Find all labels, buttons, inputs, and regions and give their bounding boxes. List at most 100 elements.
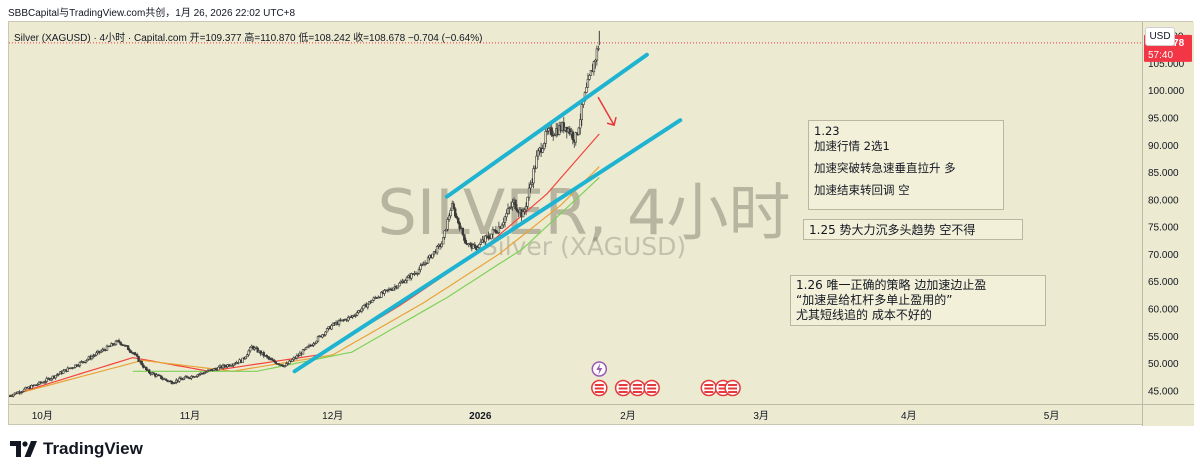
price-tick-label: 45.000 — [1148, 386, 1179, 397]
footer-brand[interactable]: TradingView — [10, 439, 143, 459]
candle-body — [514, 199, 517, 210]
us-flag-stripe — [632, 384, 642, 386]
candle-body — [461, 227, 464, 235]
candle-body — [21, 390, 24, 393]
candle-body — [595, 48, 599, 61]
candle-body — [589, 70, 593, 76]
candle-body — [295, 355, 299, 359]
candle-body — [310, 345, 314, 347]
candle-body — [283, 365, 287, 367]
candle-body — [105, 345, 109, 351]
candle-body — [274, 361, 277, 364]
candle-body — [453, 208, 457, 217]
candle-body — [444, 228, 448, 232]
candle-body — [128, 349, 131, 352]
candle-body — [497, 226, 501, 234]
us-flag-stripe — [704, 387, 714, 390]
tradingview-logo-icon — [10, 441, 37, 457]
candle-body — [542, 143, 546, 150]
candle-body — [416, 272, 419, 275]
candle-body — [170, 381, 173, 384]
us-flag-stripe — [718, 387, 728, 390]
candle-body — [241, 357, 244, 363]
candle-body — [592, 61, 596, 73]
note-line: 尤其短线追的 成本不好的 — [796, 308, 932, 322]
candle-body — [325, 328, 329, 333]
us-flag-stripe — [594, 391, 604, 393]
candle-body — [354, 314, 357, 317]
candle-body — [527, 187, 531, 198]
note-line: 1.26 唯一正确的策略 边加速边止盈 — [796, 278, 987, 292]
candle-body — [463, 234, 466, 241]
candle-body — [580, 104, 584, 120]
candle-body — [574, 132, 578, 143]
watermark-title: SILVER, 4小时 — [378, 176, 791, 249]
candle-body — [449, 210, 452, 217]
candle-body — [426, 257, 430, 264]
time-tick-label: 2026 — [469, 411, 492, 422]
candle-body — [506, 208, 510, 214]
chart-attribution: SBBCapital与TradingView.com共创，1月 26, 2026… — [8, 8, 296, 19]
currency-button[interactable]: USD — [1145, 27, 1175, 46]
candle-body — [435, 246, 439, 254]
candle-body — [10, 395, 14, 397]
low-value: 低=108.242 — [298, 33, 351, 44]
candle-body — [291, 359, 294, 362]
candle-body — [36, 384, 39, 386]
channel-trendline-2 — [292, 118, 683, 374]
us-flag-stripe — [647, 391, 657, 393]
candle-body — [42, 382, 45, 384]
candle-body — [511, 201, 514, 208]
candle-body — [316, 336, 320, 342]
candle-body — [54, 375, 57, 379]
candle-body — [443, 230, 446, 238]
candle-body — [49, 378, 53, 381]
us-flag-stripe — [632, 387, 642, 390]
time-tick-label: 3月 — [753, 410, 769, 422]
candle-body — [304, 347, 308, 350]
candle-body — [256, 347, 259, 353]
moving-average-line-3 — [132, 177, 600, 372]
candle-body — [321, 334, 324, 338]
open-value: 开=109.377 — [189, 33, 242, 44]
candle-body — [114, 340, 118, 345]
candle-body — [72, 367, 76, 369]
candle-body — [306, 346, 309, 348]
candle-body — [43, 381, 47, 383]
candle-body — [532, 168, 535, 184]
us-flag-stripe — [718, 391, 728, 393]
moving-average-line-1 — [9, 133, 600, 397]
price-tick-label: 50.000 — [1148, 359, 1179, 370]
note-gap — [814, 154, 998, 161]
candle-body — [273, 359, 276, 363]
brand-name: TradingView — [43, 439, 143, 458]
candle-body — [577, 127, 581, 135]
price-tick-label: 100.000 — [1148, 86, 1185, 97]
candle-body — [536, 150, 540, 157]
candle-body — [500, 224, 504, 229]
price-tick-label: 95.000 — [1148, 114, 1179, 125]
annotation-note-3: 1.26 唯一正确的策略 边加速边止盈 “加速是给杠杆多单止盈用的” 尤其短线追… — [790, 275, 1046, 326]
price-tag-countdown: 57:40 — [1148, 50, 1173, 61]
us-flag-stripe — [728, 391, 738, 393]
note-line: 加速突破转急速垂直拉升 多 — [814, 161, 956, 175]
candle-body — [312, 343, 315, 346]
candle-body — [530, 182, 534, 185]
candle-body — [119, 341, 122, 345]
candle-body — [422, 264, 425, 266]
candle-body — [398, 282, 401, 287]
candle-body — [129, 350, 133, 353]
price-tick-label: 55.000 — [1148, 332, 1179, 343]
candle-body — [562, 122, 566, 131]
candle-body — [405, 277, 409, 281]
candle-body — [440, 243, 443, 247]
lightning-bolt — [596, 363, 603, 375]
high-value: 高=110.870 — [244, 33, 296, 44]
candle-body — [529, 184, 532, 189]
note-gap — [814, 176, 998, 183]
candle-body — [487, 235, 490, 239]
candle-body — [508, 207, 511, 210]
candle-body — [464, 240, 467, 244]
candle-body — [458, 222, 461, 230]
